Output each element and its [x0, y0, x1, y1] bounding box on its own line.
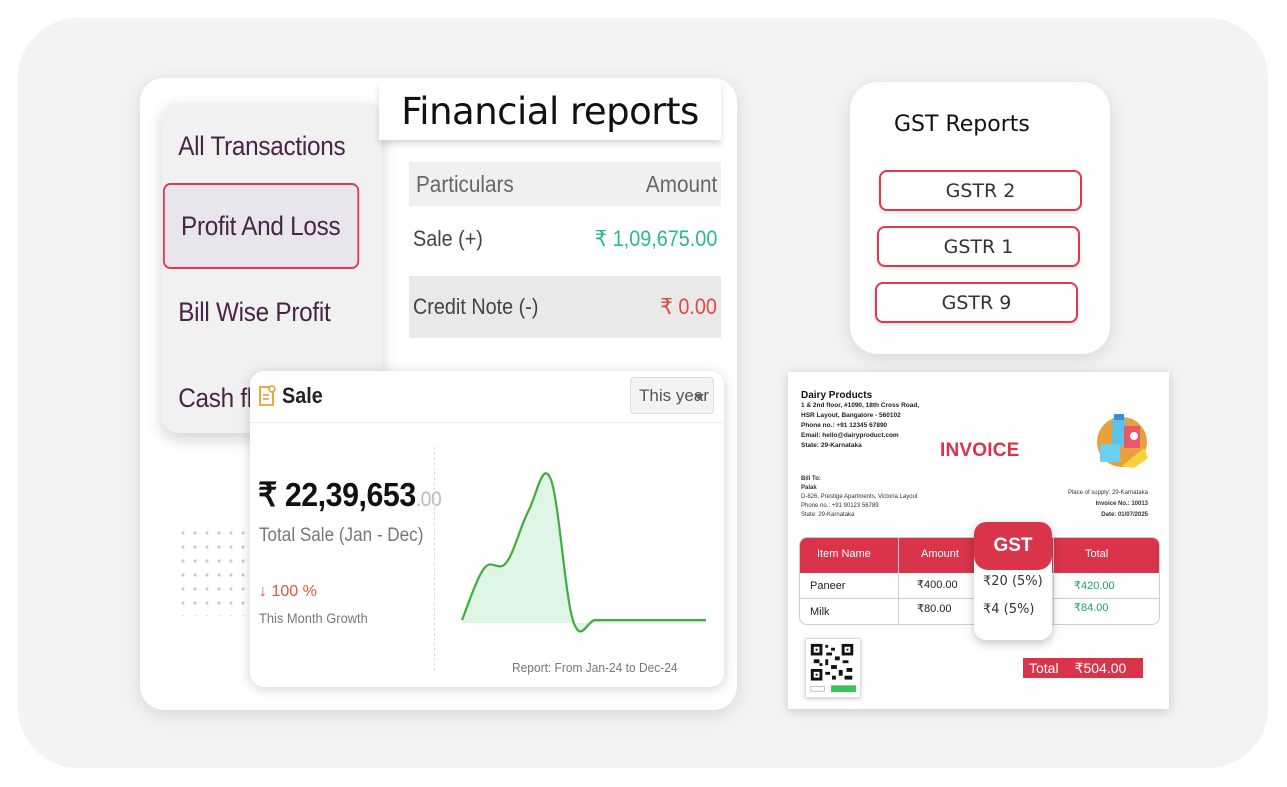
item-amount: ₹400.00	[917, 579, 958, 591]
total-value: ₹504.00	[1074, 659, 1127, 676]
col-amount: Amount	[645, 171, 717, 197]
customer-state: State: 29-Karnataka	[801, 512, 855, 518]
table-row: Credit Note (-) ₹ 0.00	[409, 276, 721, 338]
chart-area	[462, 473, 706, 632]
growth-value: ↓ 100 %	[259, 583, 317, 600]
chart-line	[460, 472, 706, 633]
gst-title: GST Reports	[894, 112, 1030, 137]
total-sale-label: Total Sale (Jan - Dec)	[259, 525, 424, 546]
row-label: Sale (+)	[413, 226, 483, 251]
total-sale-amount: ₹ 22,39,653.00	[258, 475, 442, 514]
column-divider	[1053, 538, 1054, 624]
email-line: Email: hello@dairyproduct.com	[801, 432, 899, 439]
row-label: Credit Note (-)	[413, 294, 539, 319]
invoice-card: Dairy Products 1 & 2nd floor, #1090, 18t…	[788, 372, 1169, 709]
gstr-9-button[interactable]: GSTR 9	[875, 282, 1078, 323]
address-line: HSR Layout, Bangalore - 560102	[801, 412, 901, 419]
col-total: Total	[1085, 548, 1109, 560]
amount-decimal: .00	[415, 488, 442, 511]
invoice-date: Date: 01/07/2025	[1101, 512, 1148, 518]
col-particulars: Particulars	[416, 171, 514, 197]
item-name: Paneer	[810, 580, 846, 592]
menu-item-all-transactions[interactable]: All Transactions	[178, 130, 346, 161]
gst-value: ₹4 (5%)	[983, 602, 1035, 617]
qr-code	[805, 638, 861, 698]
column-divider	[898, 538, 899, 624]
qr-code-icon	[809, 642, 857, 693]
amount-main: ₹ 22,39,653	[258, 476, 416, 513]
sale-document-icon	[259, 385, 276, 406]
address-line: 1 & 2nd floor, #1090, 18th Cross Road,	[801, 402, 920, 409]
row-value: ₹ 1,09,675.00	[594, 226, 717, 251]
gst-value: ₹20 (5%)	[983, 574, 1043, 589]
period-select-value: This year	[639, 386, 709, 405]
menu-item-bill-wise-profit[interactable]: Bill Wise Profit	[178, 296, 331, 327]
gst-reports-card: GST Reports GSTR 2 GSTR 1 GSTR 9	[850, 82, 1110, 354]
invoice-number: Invoice No.: 10013	[1095, 501, 1148, 507]
gstr-1-button[interactable]: GSTR 1	[877, 226, 1080, 267]
table-row: Sale (+) ₹ 1,09,675.00	[409, 208, 721, 270]
customer-phone: Phone no.: +91 90123 56789	[801, 503, 879, 509]
sale-card: Sale This year ₹ 22,39,653.00 Total Sale…	[250, 371, 724, 687]
gstr-2-button[interactable]: GSTR 2	[879, 170, 1082, 211]
col-item-name: Item Name	[817, 548, 871, 560]
item-total: ₹84.00	[1074, 602, 1109, 614]
gst-highlight-column: GST ₹20 (5%) ₹4 (5%)	[974, 522, 1052, 640]
divider	[434, 447, 435, 671]
invoice-title: INVOICE	[940, 440, 1020, 461]
invoice-total: Total ₹504.00	[1023, 658, 1143, 678]
item-total: ₹420.00	[1074, 580, 1115, 592]
decorative-dots	[177, 526, 247, 616]
menu-item-profit-and-loss[interactable]: Profit And Loss	[163, 183, 360, 269]
item-amount: ₹80.00	[917, 603, 952, 615]
growth-label: This Month Growth	[259, 610, 368, 626]
row-value: ₹ 0.00	[660, 294, 717, 319]
sale-header: Sale This year	[250, 371, 724, 423]
col-amount: Amount	[921, 548, 959, 560]
period-select[interactable]: This year	[630, 377, 714, 414]
report-caption: Report: From Jan-24 to Dec-24	[512, 660, 678, 675]
sale-title: Sale	[282, 383, 323, 408]
sale-chart	[460, 472, 706, 633]
phone-line: Phone no.: +91 12345 67890	[801, 422, 888, 429]
customer-address: D-826, Prestige Apartments, Victoria Lay…	[801, 494, 918, 500]
financial-reports-title: Financial reports	[379, 82, 721, 140]
table-header: Particulars Amount	[409, 162, 721, 206]
gst-column-header: GST	[974, 522, 1052, 570]
place-of-supply: Place of supply: 29-Karnataka	[1067, 490, 1148, 496]
item-name: Milk	[810, 606, 830, 618]
total-label: Total	[1029, 660, 1059, 676]
customer-name: Palak	[801, 485, 817, 491]
bill-to-label: Bill To:	[801, 476, 821, 482]
chevron-down-icon	[694, 394, 704, 400]
company-name: Dairy Products	[801, 390, 873, 401]
dairy-logo-icon	[1097, 414, 1148, 468]
state-line: State: 29-Karnataka	[801, 442, 862, 449]
menu-item-cash-flow[interactable]: Cash fl	[178, 382, 252, 413]
